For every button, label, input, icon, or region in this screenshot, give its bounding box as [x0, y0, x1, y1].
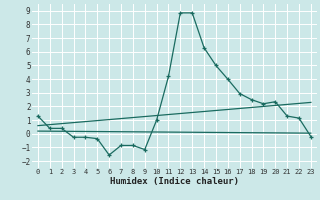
X-axis label: Humidex (Indice chaleur): Humidex (Indice chaleur)	[110, 177, 239, 186]
